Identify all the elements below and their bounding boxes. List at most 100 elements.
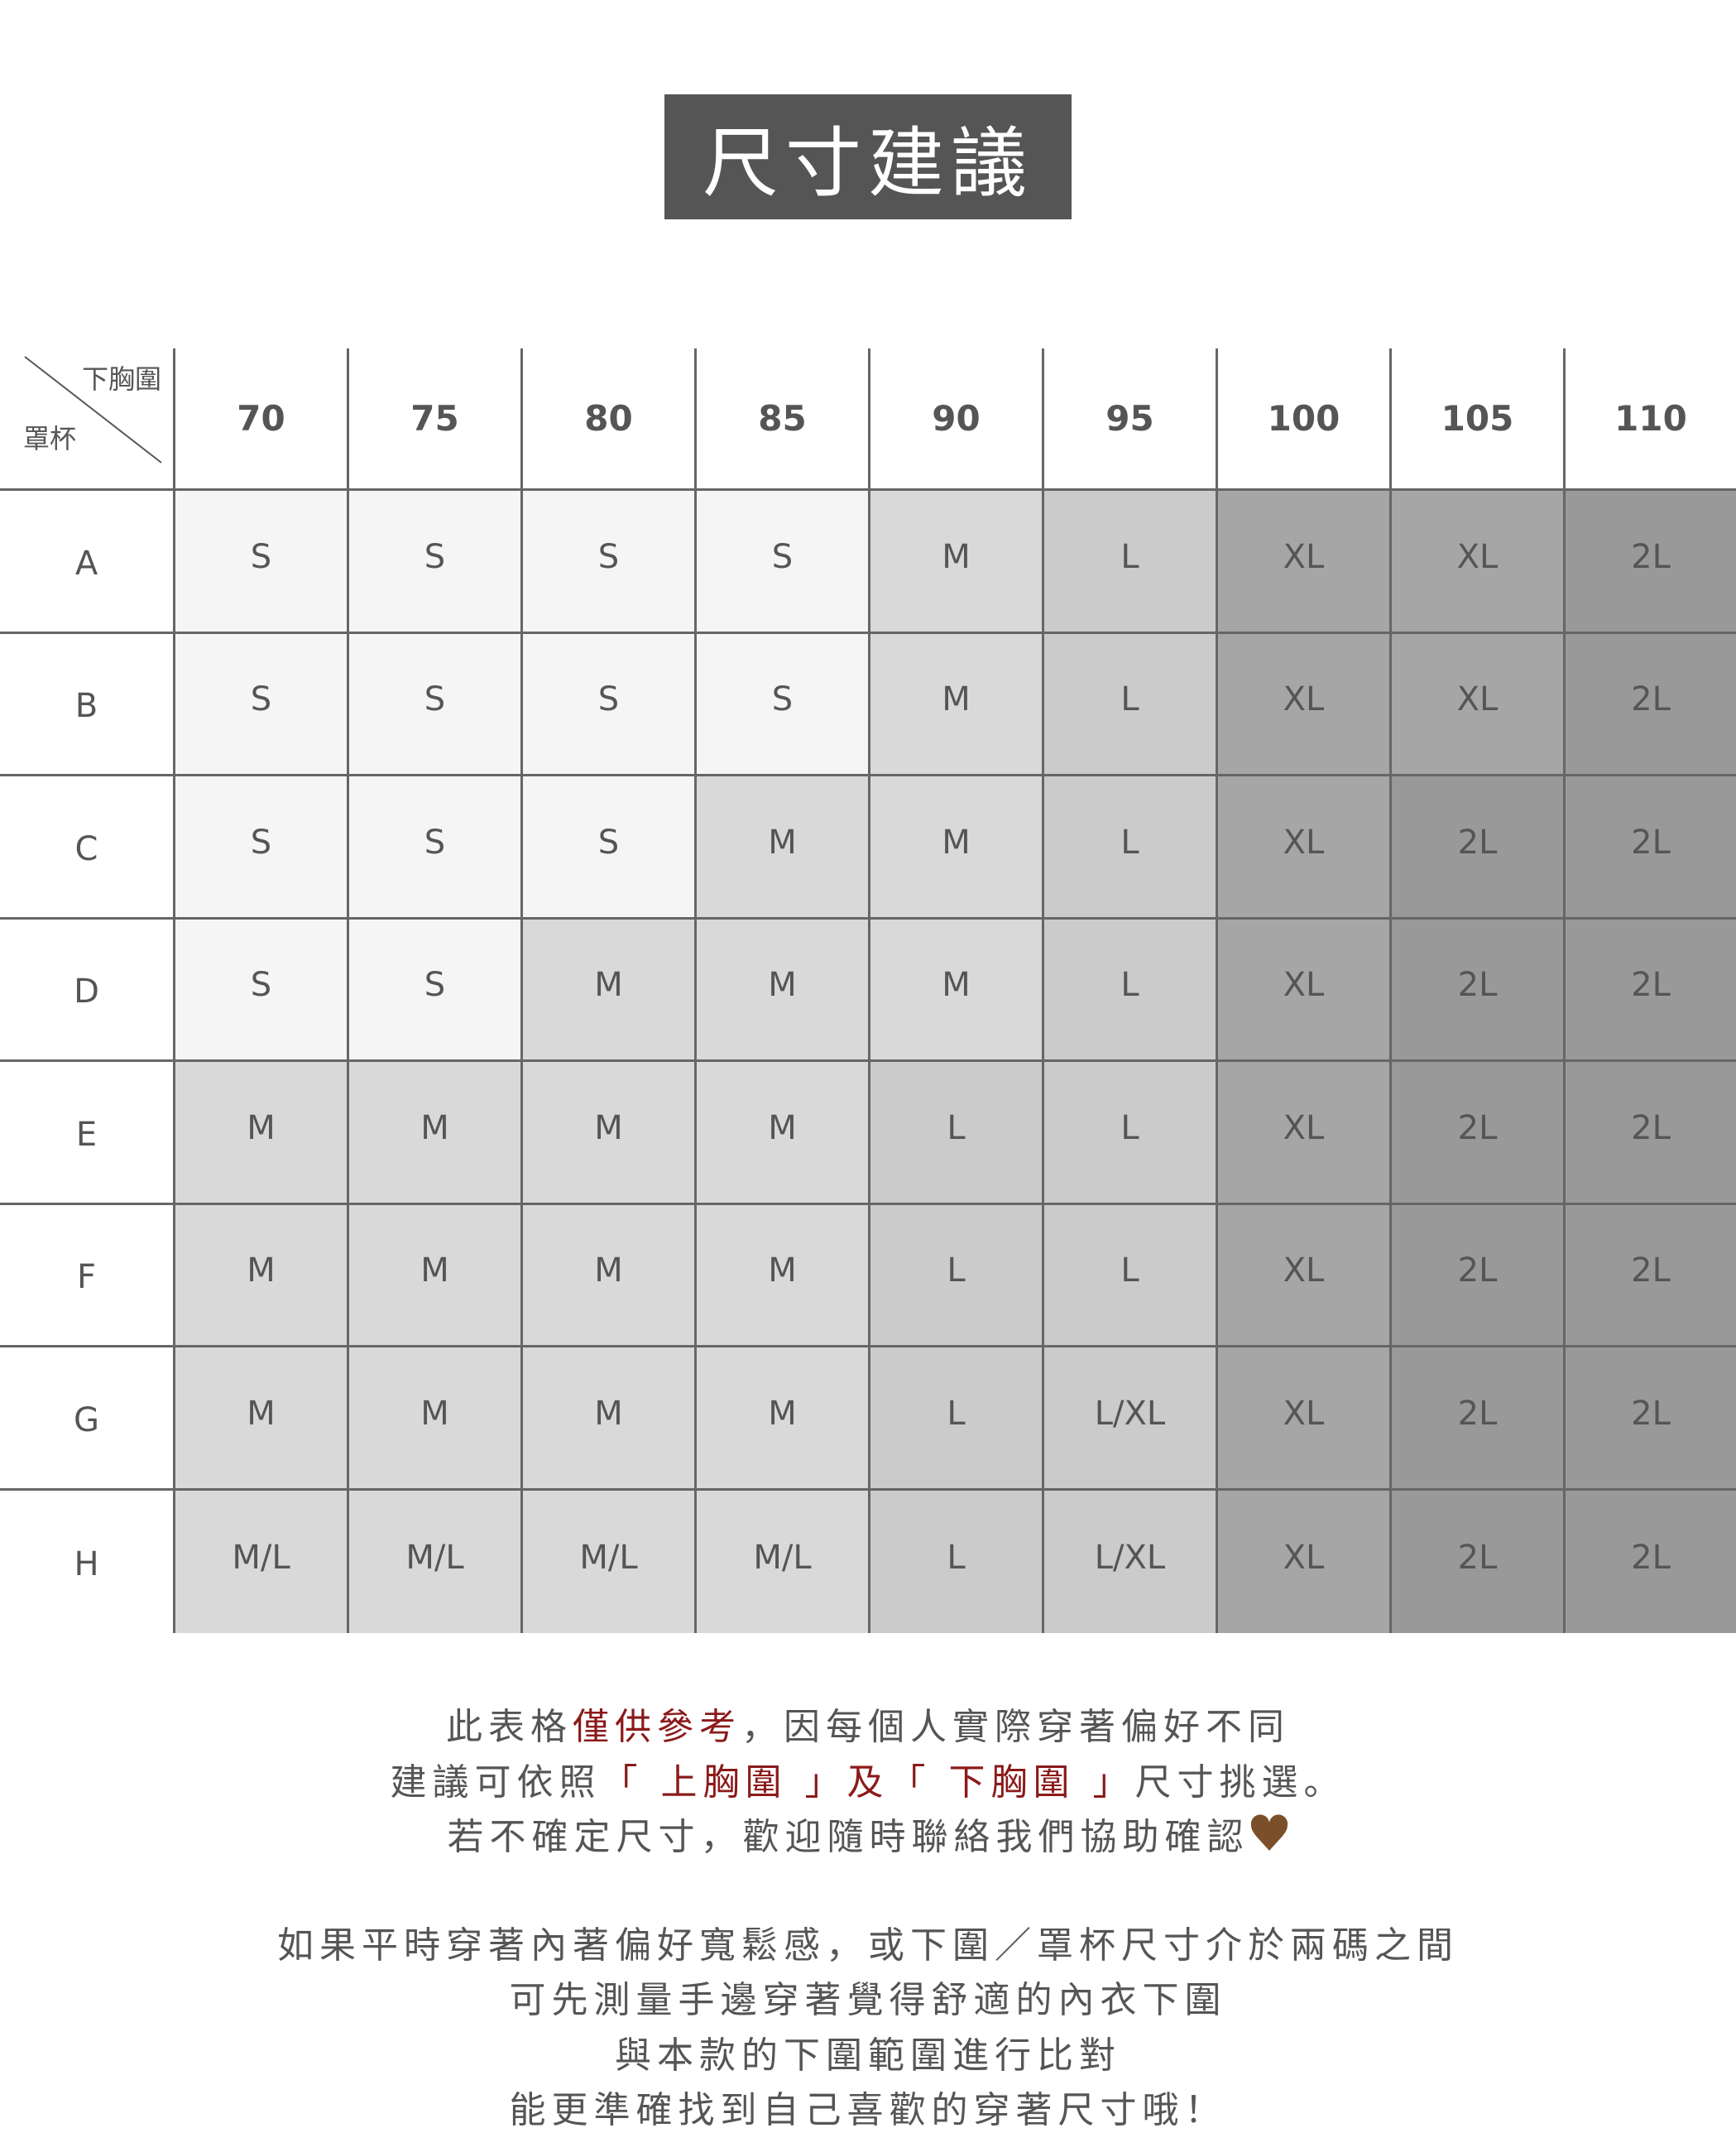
size-cell: M (868, 919, 1042, 1059)
size-cell: M (694, 919, 868, 1059)
size-cell: M (694, 1062, 868, 1203)
size-cell: 2L (1389, 1347, 1563, 1488)
size-cell: M (520, 919, 694, 1059)
note-line-1: 此表格僅供參考，因每個人實際穿著偏好不同 (0, 1697, 1736, 1750)
note-text: 此表格 (446, 1706, 573, 1748)
size-cell: S (173, 919, 347, 1059)
size-table: 下胸圍 罩杯 70 75 80 85 90 95 100 105 110 A S S S S M L XL XL… (0, 348, 1736, 1633)
size-cell: S (520, 491, 694, 632)
note-line-3: 若不確定尺寸，歡迎隨時聯絡我們協助確認 (0, 1807, 1736, 1860)
column-header: 90 (868, 348, 1042, 488)
diagonal-divider (24, 356, 162, 464)
size-cell: M (173, 1204, 347, 1345)
size-cell: 2L (1563, 919, 1736, 1059)
row-header: D (74, 973, 99, 1011)
size-cell: L (1042, 1204, 1216, 1345)
size-cell: M (694, 1347, 868, 1488)
size-cell: XL (1216, 1347, 1389, 1488)
size-cell: M/L (347, 1490, 520, 1633)
column-header: 100 (1216, 348, 1389, 488)
column-header: 75 (347, 348, 520, 488)
column-header: 70 (173, 348, 347, 488)
table-row: C S S S M M L XL 2L 2L (0, 776, 1736, 920)
size-cell: L (868, 1490, 1042, 1633)
note-highlight: 「 上胸圍 」 (601, 1761, 847, 1804)
size-cell: 2L (1389, 1490, 1563, 1633)
row-header: E (75, 1115, 98, 1154)
size-cell: XL (1216, 1204, 1389, 1345)
row-header: H (74, 1544, 99, 1583)
size-cell: M (347, 1204, 520, 1345)
note-line-5: 可先測量手邊穿著覺得舒適的內衣下圍 (509, 1979, 1227, 2021)
size-cell: L/XL (1042, 1347, 1216, 1488)
size-cell: M (694, 776, 868, 917)
note-text: 建議可依照 (390, 1761, 602, 1804)
table-body: A S S S S M L XL XL 2L B S S S S M L XL XL 2L C S S S M M L XL 2L 2L D… (0, 491, 1736, 1633)
size-cell: L (1042, 491, 1216, 632)
note-line-4: 如果平時穿著內著偏好寬鬆感，或下圍／罩杯尺寸介於兩碼之間 (277, 1924, 1459, 1967)
note-line-6: 與本款的下圍範圍進行比對 (615, 2034, 1121, 2077)
size-cell: 2L (1389, 1204, 1563, 1345)
size-cell: L (868, 1204, 1042, 1345)
size-cell: S (520, 633, 694, 774)
note-highlight: 僅供參考 (573, 1706, 741, 1748)
size-cell: S (347, 919, 520, 1059)
size-cell: L/XL (1042, 1490, 1216, 1633)
column-header: 105 (1389, 348, 1563, 488)
size-cell: XL (1216, 491, 1389, 632)
size-cell: S (347, 633, 520, 774)
size-cell: L (1042, 919, 1216, 1059)
row-header: G (74, 1400, 99, 1439)
underbust-label: 下胸圍 (81, 363, 161, 395)
size-cell: XL (1216, 633, 1389, 774)
table-row: A S S S S M L XL XL 2L (0, 491, 1736, 634)
size-cell: XL (1216, 1062, 1389, 1203)
size-cell: 2L (1563, 1347, 1736, 1488)
size-cell: L (1042, 633, 1216, 774)
row-header: C (74, 829, 98, 868)
note-text: ，因每個人實際穿著偏好不同 (741, 1706, 1290, 1748)
size-cell: S (520, 776, 694, 917)
heart-icon (1250, 1814, 1288, 1851)
size-cell: XL (1216, 1490, 1389, 1633)
size-cell: M (868, 491, 1042, 632)
cup-label: 罩杯 (23, 423, 77, 454)
size-cell: M (694, 1204, 868, 1345)
row-header: F (76, 1258, 96, 1297)
size-cell: M (520, 1204, 694, 1345)
size-cell: L (1042, 776, 1216, 917)
size-cell: S (694, 491, 868, 632)
size-cell: 2L (1389, 1062, 1563, 1203)
column-header: 95 (1042, 348, 1216, 488)
size-cell: 2L (1563, 1490, 1736, 1633)
size-cell: 2L (1563, 776, 1736, 917)
table-row: H M/L M/L M/L M/L L L/XL XL 2L 2L (0, 1490, 1736, 1633)
table-row: B S S S S M L XL XL 2L (0, 633, 1736, 776)
corner-cell: 下胸圍 罩杯 (0, 348, 173, 488)
size-cell: 2L (1563, 633, 1736, 774)
size-cell: 2L (1389, 919, 1563, 1059)
size-cell: M/L (173, 1490, 347, 1633)
row-header: B (74, 687, 98, 726)
size-cell: M (868, 776, 1042, 917)
column-header: 110 (1563, 348, 1736, 488)
size-cell: S (694, 633, 868, 774)
size-cell: S (173, 491, 347, 632)
size-cell: M (173, 1062, 347, 1203)
size-cell: S (173, 776, 347, 917)
size-cell: L (868, 1347, 1042, 1488)
size-cell: L (1042, 1062, 1216, 1203)
note-line-7: 能更準確找到自己喜歡的穿著尺寸哦！ (509, 2089, 1227, 2131)
note-line-2: 建議可依照「 上胸圍 」及「 下胸圍 」尺寸挑選。 (0, 1752, 1736, 1805)
size-cell: M (173, 1347, 347, 1488)
size-cell: M (347, 1062, 520, 1203)
size-cell: S (347, 491, 520, 632)
note-text: 若不確定尺寸，歡迎隨時聯絡我們協助確認 (447, 1816, 1249, 1858)
size-cell: S (347, 776, 520, 917)
size-cell: XL (1389, 633, 1563, 774)
size-cell: M (520, 1347, 694, 1488)
size-cell: M/L (694, 1490, 868, 1633)
size-cell: S (173, 633, 347, 774)
size-cell: XL (1216, 776, 1389, 917)
table-row: F M M M M L L XL 2L 2L (0, 1204, 1736, 1347)
